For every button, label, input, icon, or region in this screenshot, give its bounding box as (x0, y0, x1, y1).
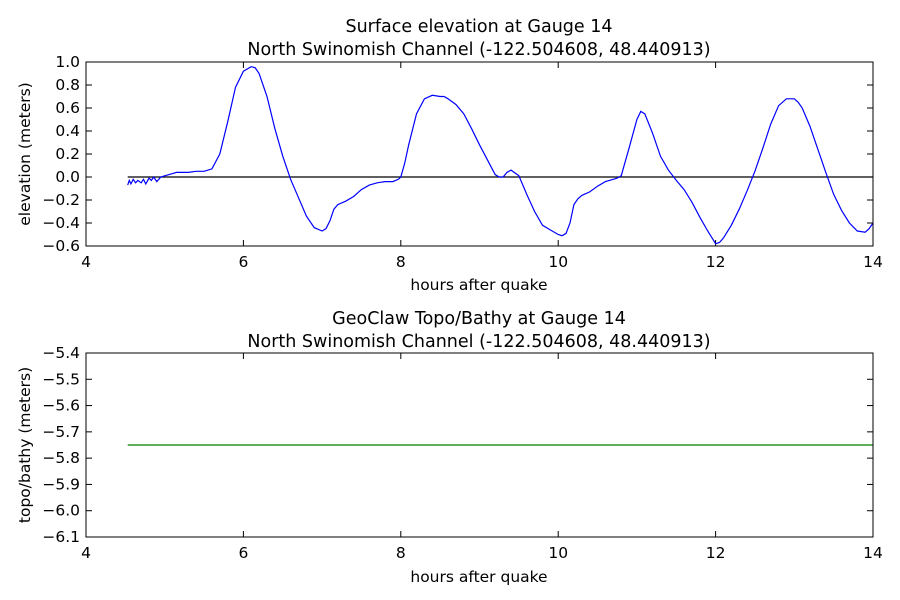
elevation-x-tick-label: 10 (548, 253, 568, 271)
bathy-y-axis-label: topo/bathy (meters) (16, 367, 34, 523)
bathy-x-tick-label: 8 (396, 544, 406, 562)
elevation-y-tick-label: 0.0 (55, 168, 80, 186)
elevation-title-line1: Surface elevation at Gauge 14 (345, 17, 612, 37)
elevation-x-tick-label: 4 (81, 253, 91, 271)
bathy-y-tick-label: −6.0 (42, 502, 80, 520)
bathy-x-axis-label: hours after quake (410, 568, 547, 586)
elevation-y-axis-label: elevation (meters) (16, 82, 34, 225)
elevation-title-line2: North Swinomish Channel (-122.504608, 48… (247, 40, 710, 60)
bathy-y-tick-label: −5.5 (42, 370, 80, 388)
elevation-y-tick-label: 0.8 (55, 76, 80, 94)
bathy-x-tick-label: 14 (863, 544, 883, 562)
bathy-x-tick-label: 10 (548, 544, 568, 562)
elevation-y-tick-label: 0.2 (55, 145, 80, 163)
elevation-y-tick-label: 1.0 (55, 53, 80, 71)
elevation-x-tick-label: 12 (706, 253, 726, 271)
bathy-y-tick-label: −5.9 (42, 475, 80, 493)
bathy-y-tick-label: −5.4 (42, 344, 80, 362)
elevation-x-axis-label: hours after quake (410, 276, 547, 294)
elevation-chart: Surface elevation at Gauge 14 North Swin… (16, 17, 883, 294)
bathy-plot-frame (85, 352, 874, 538)
bathy-y-tick-label: −5.6 (42, 397, 80, 415)
bathy-title-line1: GeoClaw Topo/Bathy at Gauge 14 (332, 309, 626, 329)
bathy-y-tick-label: −6.1 (42, 528, 80, 546)
elevation-y-ticks: 1.0 0.8 0.6 0.4 0.2 0.0 −0.2 −0.4 −0.6 (42, 53, 873, 255)
elevation-x-tick-label: 6 (238, 253, 248, 271)
bathy-x-tick-label: 6 (238, 544, 248, 562)
bathy-x-tick-label: 4 (81, 544, 91, 562)
elevation-plot-frame (85, 61, 874, 247)
elevation-y-tick-label: −0.2 (42, 191, 80, 209)
elevation-series-line (127, 65, 874, 245)
bathy-y-tick-label: −5.8 (42, 449, 80, 467)
bathy-y-ticks: −5.4 −5.5 −5.6 −5.7 −5.8 −5.9 −6.0 −6.1 (42, 344, 873, 546)
bathy-title-line2: North Swinomish Channel (-122.504608, 48… (247, 332, 710, 352)
bathy-y-tick-label: −5.7 (42, 423, 80, 441)
elevation-y-tick-label: 0.6 (55, 99, 80, 117)
elevation-y-tick-label: −0.4 (42, 214, 80, 232)
bathy-x-tick-label: 12 (706, 544, 726, 562)
bathy-x-ticks: 4 6 8 10 12 14 (81, 353, 883, 562)
elevation-x-tick-label: 14 (863, 253, 883, 271)
elevation-y-tick-label: −0.6 (42, 237, 80, 255)
elevation-x-tick-label: 8 (396, 253, 406, 271)
bathy-chart: GeoClaw Topo/Bathy at Gauge 14 North Swi… (16, 309, 883, 586)
elevation-x-ticks: 4 6 8 10 12 14 (81, 62, 883, 271)
elevation-y-tick-label: 0.4 (55, 122, 80, 140)
